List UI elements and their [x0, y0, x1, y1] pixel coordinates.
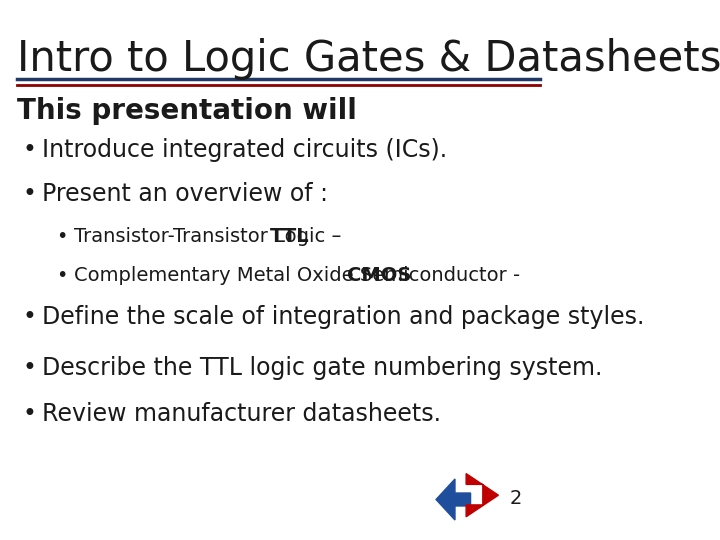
Text: Define the scale of integration and package styles.: Define the scale of integration and pack… — [42, 305, 644, 329]
Text: •: • — [55, 266, 67, 285]
Text: Describe the TTL logic gate numbering system.: Describe the TTL logic gate numbering sy… — [42, 356, 602, 380]
Polygon shape — [436, 479, 471, 520]
Text: 2: 2 — [510, 489, 522, 508]
Text: •: • — [22, 402, 36, 426]
Text: Intro to Logic Gates & Datasheets: Intro to Logic Gates & Datasheets — [17, 38, 720, 80]
Text: •: • — [22, 356, 36, 380]
Text: Present an overview of :: Present an overview of : — [42, 182, 328, 206]
Text: Transistor-Transistor Logic –: Transistor-Transistor Logic – — [74, 227, 348, 246]
Text: Review manufacturer datasheets.: Review manufacturer datasheets. — [42, 402, 441, 426]
Text: This presentation will: This presentation will — [17, 97, 356, 125]
Text: Introduce integrated circuits (ICs).: Introduce integrated circuits (ICs). — [42, 138, 447, 161]
Text: •: • — [22, 138, 36, 161]
Text: Complementary Metal Oxide Semiconductor -: Complementary Metal Oxide Semiconductor … — [74, 266, 526, 285]
Polygon shape — [466, 474, 498, 517]
Text: TTL: TTL — [270, 227, 310, 246]
Text: •: • — [55, 227, 67, 246]
Text: CMOS: CMOS — [347, 266, 411, 285]
Text: •: • — [22, 182, 36, 206]
Text: •: • — [22, 305, 36, 329]
